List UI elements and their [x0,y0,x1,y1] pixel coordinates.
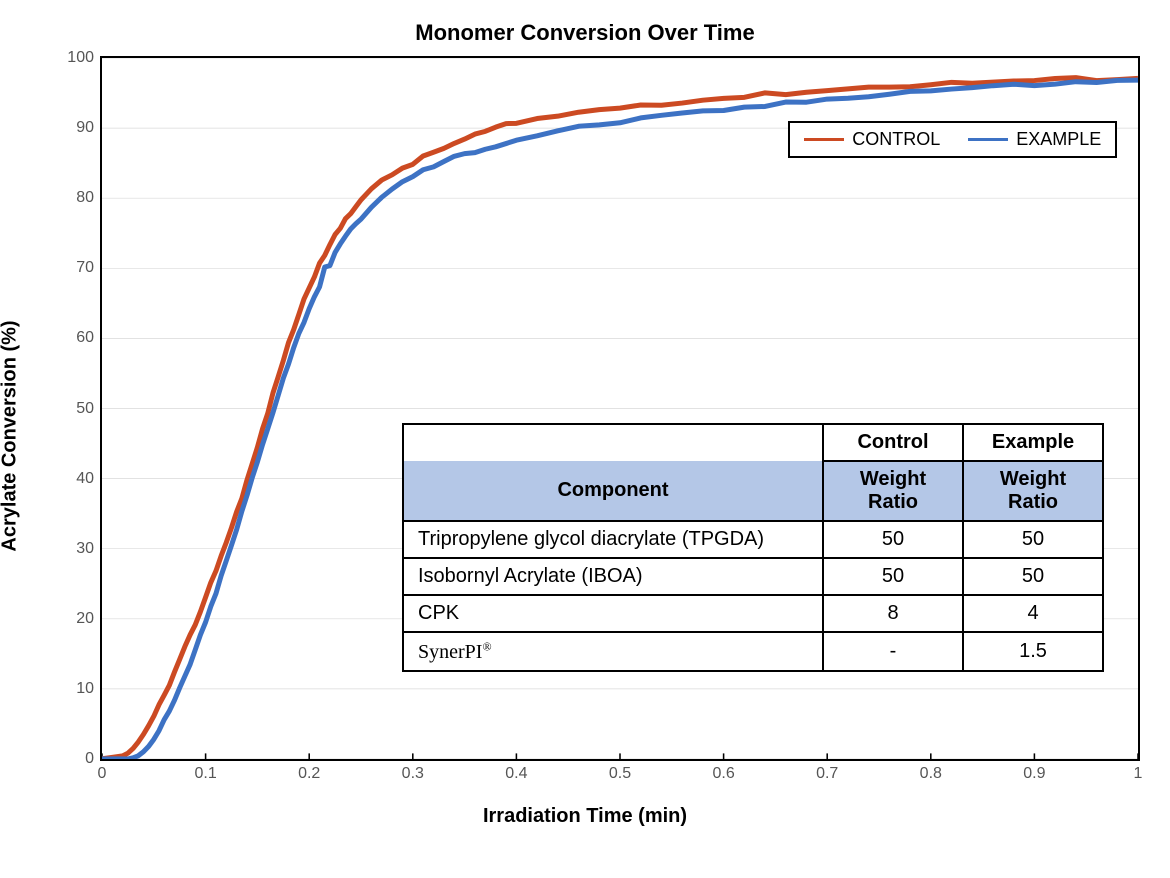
table-top-header: Control [823,424,963,461]
table-row: CPK84 [403,595,1103,632]
legend-swatch [968,138,1008,141]
table-cell: 4 [963,595,1103,632]
x-tick-label: 0.7 [816,759,838,783]
legend-label: CONTROL [852,129,940,150]
table-cell: SynerPI® [403,632,823,671]
table-cell: 50 [823,558,963,595]
table-cell: 1.5 [963,632,1103,671]
x-tick-label: 0.3 [402,759,424,783]
y-tick-label: 40 [76,470,102,488]
x-tick-label: 0.9 [1023,759,1045,783]
legend-item: CONTROL [804,129,940,150]
data-table: ControlExampleComponentWeightRatioWeight… [402,423,1104,672]
x-tick-label: 0.2 [298,759,320,783]
x-axis-label: Irradiation Time (min) [483,805,687,828]
table-row: Tripropylene glycol diacrylate (TPGDA)50… [403,521,1103,558]
table-row: SynerPI®-1.5 [403,632,1103,671]
chart-container: Monomer Conversion Over Time Acrylate Co… [20,20,1150,858]
legend-swatch [804,138,844,141]
y-tick-label: 60 [76,329,102,347]
x-tick-label: 0.8 [920,759,942,783]
chart-title: Monomer Conversion Over Time [20,20,1150,46]
table-sub-header: WeightRatio [823,461,963,521]
legend-item: EXAMPLE [968,129,1101,150]
table-cell: 8 [823,595,963,632]
legend-label: EXAMPLE [1016,129,1101,150]
plot-wrapper: Acrylate Conversion (%) CONTROLEXAMPLE C… [20,56,1150,816]
y-tick-label: 10 [76,680,102,698]
table-cell: 50 [963,558,1103,595]
table-cell: CPK [403,595,823,632]
y-tick-label: 80 [76,189,102,207]
y-tick-label: 20 [76,610,102,628]
table-top-header: Example [963,424,1103,461]
x-tick-label: 0.5 [609,759,631,783]
table-top-header [403,424,823,461]
x-tick-label: 0 [98,759,107,783]
table-sub-header: Component [403,461,823,521]
table-cell: 50 [823,521,963,558]
x-tick-label: 1 [1134,759,1143,783]
y-tick-label: 30 [76,540,102,558]
table-sub-header: WeightRatio [963,461,1103,521]
table-cell: - [823,632,963,671]
table-cell: 50 [963,521,1103,558]
x-tick-label: 0.4 [505,759,527,783]
table-row: Isobornyl Acrylate (IBOA)5050 [403,558,1103,595]
y-tick-label: 100 [67,49,102,67]
table-cell: Tripropylene glycol diacrylate (TPGDA) [403,521,823,558]
y-tick-label: 50 [76,400,102,418]
x-tick-label: 0.6 [712,759,734,783]
y-tick-label: 90 [76,119,102,137]
plot-area: CONTROLEXAMPLE ControlExampleComponentWe… [100,56,1140,761]
x-tick-label: 0.1 [194,759,216,783]
y-tick-label: 70 [76,259,102,277]
table-cell: Isobornyl Acrylate (IBOA) [403,558,823,595]
legend: CONTROL EXAMPLE [788,121,1117,158]
y-axis-label: Acrylate Conversion (%) [0,320,22,551]
